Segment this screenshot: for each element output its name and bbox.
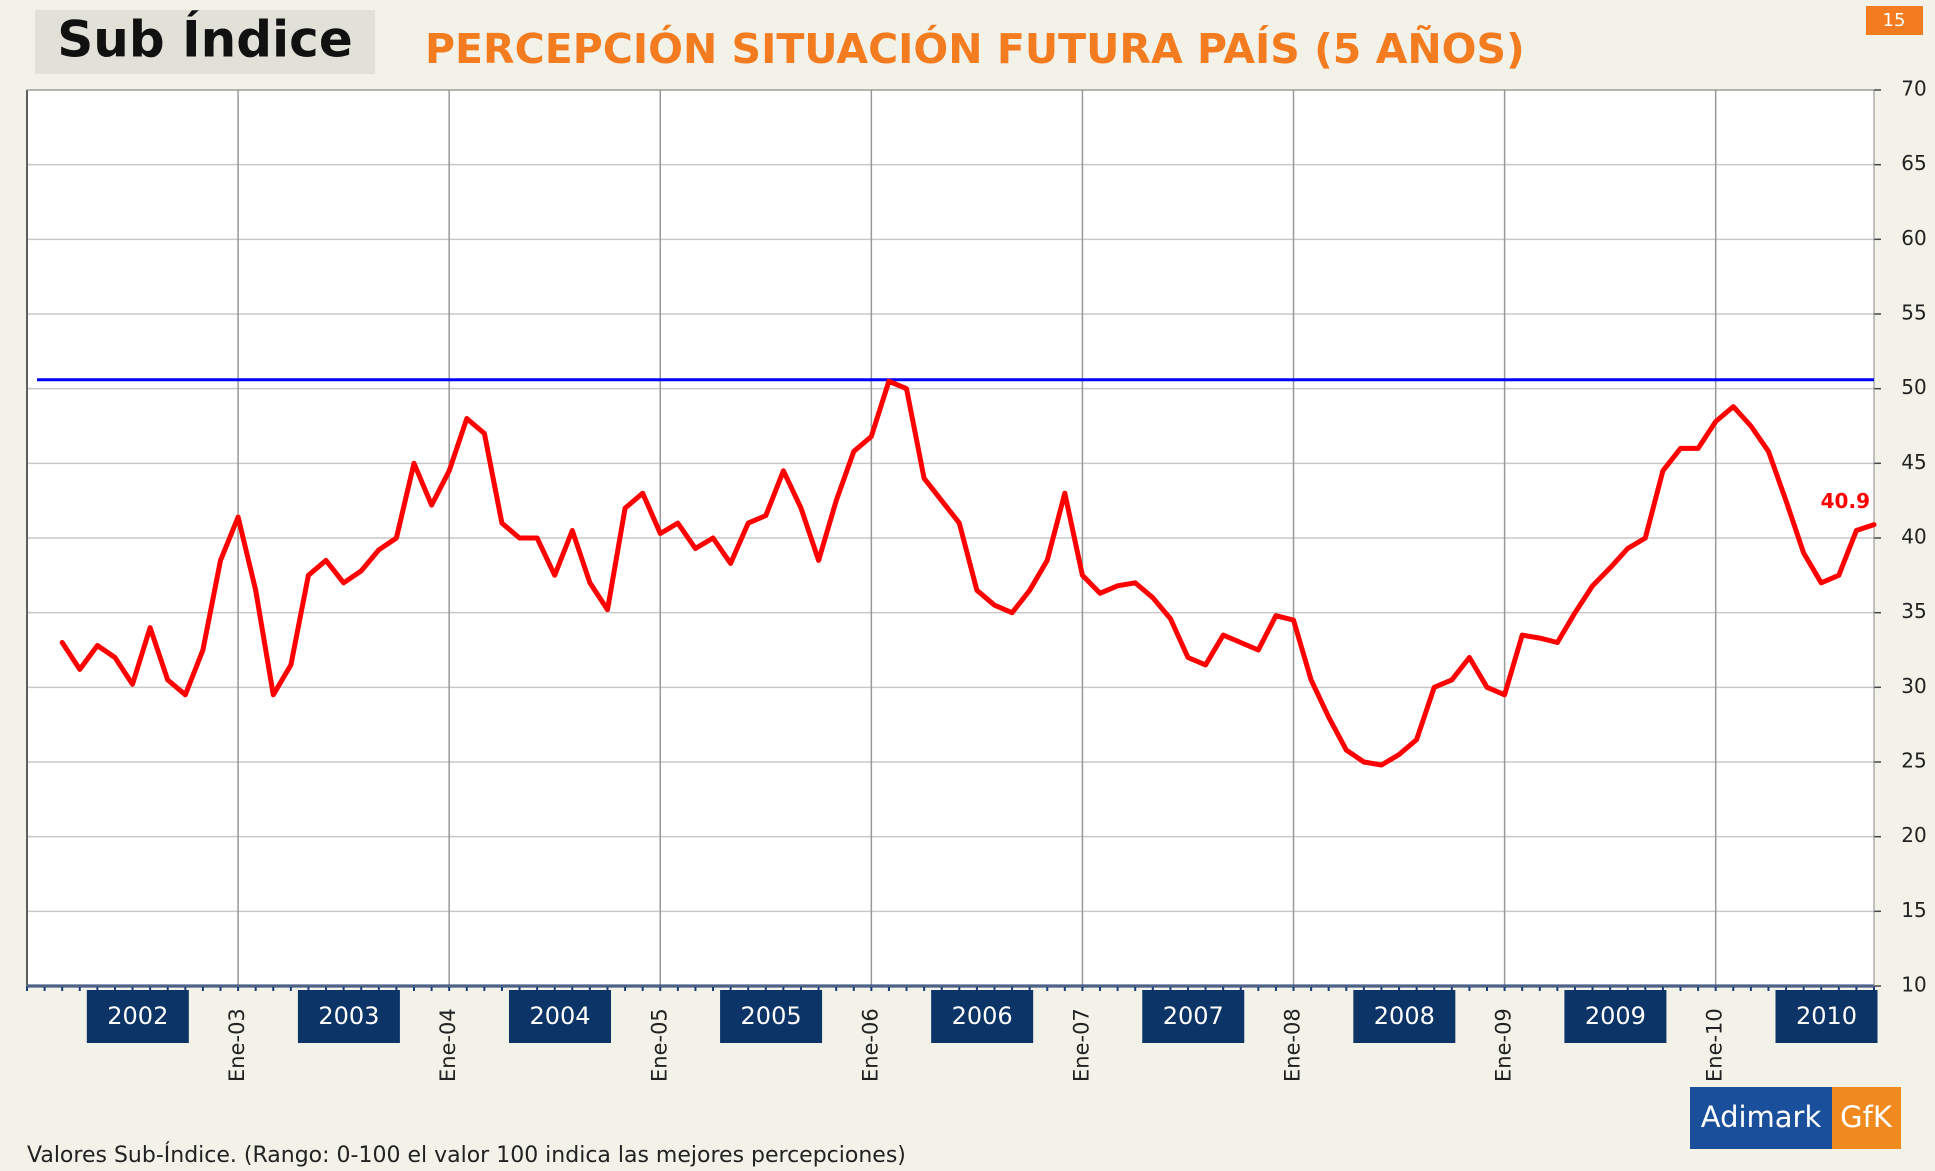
year-label: 2004	[529, 1002, 590, 1030]
plot-border	[26, 89, 1875, 987]
page-box	[1866, 6, 1923, 35]
y-tick-label: 50	[1901, 375, 1926, 399]
footer: Valores Sub-Índice. (Rango: 0-100 el val…	[27, 1142, 906, 1168]
year-box	[297, 990, 400, 1043]
y-tick-label: 45	[1901, 450, 1926, 474]
x-tick-label: Ene-08	[1281, 1008, 1305, 1082]
x-tick-label: Ene-10	[1703, 1008, 1727, 1082]
tag-box	[35, 10, 375, 74]
y-tick-label: 60	[1901, 226, 1926, 250]
year-box	[508, 990, 611, 1043]
data-label: 40.9	[1821, 489, 1870, 513]
page-number: 15	[1883, 10, 1906, 31]
y-tick-label: 55	[1901, 301, 1926, 325]
year-box	[720, 990, 823, 1043]
year-box	[1142, 990, 1245, 1043]
y-tick-label: 30	[1901, 674, 1926, 698]
y-tick-label: 65	[1901, 151, 1926, 175]
x-tick-label: Ene-07	[1069, 1008, 1093, 1082]
y-tick-label: 15	[1901, 898, 1926, 922]
year-label: 2003	[318, 1002, 379, 1030]
y-tick-label: 20	[1901, 823, 1926, 847]
x-tick-label: Ene-04	[436, 1008, 460, 1082]
year-label: 2002	[107, 1002, 168, 1030]
year-box	[1353, 990, 1456, 1043]
year-box	[1775, 990, 1878, 1043]
x-tick-label: Ene-05	[647, 1008, 671, 1082]
y-tick-label: 40	[1901, 525, 1926, 549]
logo-left: Adimark	[1701, 1100, 1822, 1134]
year-label: 2007	[1163, 1002, 1224, 1030]
y-tick-label: 25	[1901, 749, 1926, 773]
year-box	[86, 990, 189, 1043]
year-label: 2009	[1585, 1002, 1646, 1030]
year-label: 2005	[741, 1002, 802, 1030]
year-box	[1564, 990, 1667, 1043]
y-tick-label: 35	[1901, 599, 1926, 623]
x-tick-label: Ene-09	[1492, 1008, 1516, 1082]
logo-right-box	[1832, 1087, 1901, 1149]
year-label: 2008	[1374, 1002, 1435, 1030]
data-line	[59, 378, 1877, 768]
chart-title: PERCEPCIÓN SITUACIÓN FUTURA PAÍS (5 AÑOS…	[425, 25, 1525, 73]
y-tick-label: 10	[1901, 973, 1926, 997]
year-label: 2006	[952, 1002, 1013, 1030]
year-box	[931, 990, 1034, 1043]
logo-left-box	[1690, 1087, 1832, 1149]
x-tick-label: Ene-03	[225, 1008, 249, 1082]
x-tick-label: Ene-06	[858, 1008, 882, 1082]
logo-right: GfK	[1840, 1100, 1893, 1134]
tag: Sub Índice	[57, 10, 352, 69]
year-label: 2010	[1796, 1002, 1857, 1030]
y-tick-label: 70	[1901, 77, 1926, 101]
